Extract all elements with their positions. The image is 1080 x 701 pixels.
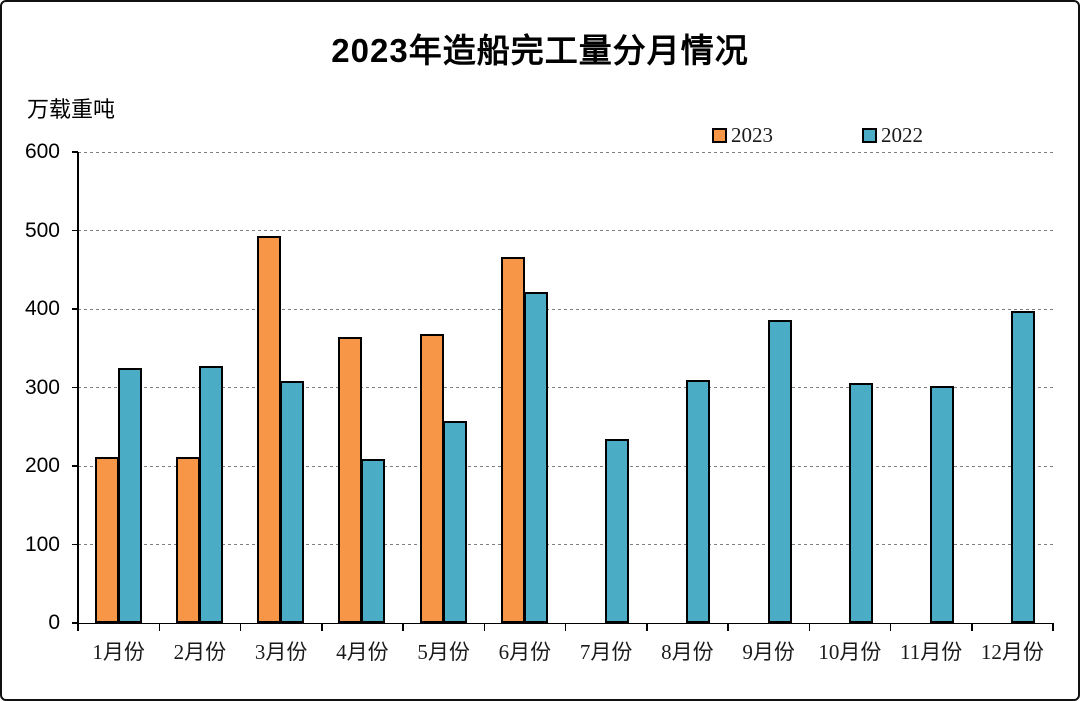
x-label-6月份: 6月份 <box>498 640 552 664</box>
x-axis-tick-7 <box>646 623 648 631</box>
bar-2022-2月份 <box>198 366 223 623</box>
y-tick-label-300: 300 <box>24 375 60 399</box>
bar-2023-6月份 <box>500 257 525 623</box>
x-axis-tick-6 <box>564 623 567 631</box>
bar-2022-6月份 <box>523 291 548 623</box>
y-axis-tick-400 <box>72 308 78 310</box>
bar-2022-7月份 <box>605 439 630 623</box>
legend-swatch-2022-icon <box>862 127 877 143</box>
gridline-100 <box>78 544 1053 545</box>
bar-2022-9月份 <box>767 319 792 623</box>
bar-2023-4月份 <box>338 337 363 623</box>
y-axis-unit-label: 万载重吨 <box>27 97 116 122</box>
x-label-8月份: 8月份 <box>661 640 714 664</box>
bar-2022-1月份 <box>117 367 142 623</box>
x-axis-tick-1 <box>158 623 160 631</box>
legend-label-2022: 2022 <box>881 122 923 147</box>
y-tick-label-500: 500 <box>24 218 60 242</box>
x-axis-tick-8 <box>727 623 729 631</box>
y-axis-line <box>77 152 79 623</box>
y-tick-label-600: 600 <box>24 140 60 163</box>
bar-2023-2月份 <box>175 457 200 623</box>
bar-2023-3月份 <box>257 235 282 623</box>
y-axis-tick-200 <box>72 465 78 467</box>
y-axis-tick-600 <box>72 151 78 153</box>
gridline-300 <box>78 387 1053 388</box>
x-label-3月份: 3月份 <box>254 640 308 664</box>
bar-2023-1月份 <box>94 457 119 623</box>
y-axis-tick-300 <box>72 386 78 389</box>
y-axis-tick-100 <box>72 543 78 546</box>
legend-item-2022: 2022 <box>862 122 923 147</box>
y-tick-label-400: 400 <box>24 297 60 320</box>
bar-2022-8月份 <box>686 380 711 623</box>
bar-2022-11月份 <box>930 385 955 623</box>
x-axis-tick-2 <box>239 623 242 631</box>
bar-2022-3月份 <box>280 381 305 623</box>
legend-swatch-2023-icon <box>712 127 727 143</box>
y-tick-label-100: 100 <box>24 532 60 556</box>
x-label-4月份: 4月份 <box>336 640 389 664</box>
x-label-7月份: 7月份 <box>579 640 633 664</box>
x-axis-tick-0 <box>77 623 79 631</box>
x-axis-tick-11 <box>971 623 973 631</box>
gridline-400 <box>78 308 1053 310</box>
gridline-500 <box>78 230 1053 231</box>
chart-title: 2023年造船完工量分月情况 <box>331 32 749 69</box>
x-label-12月份: 12月份 <box>980 640 1044 664</box>
y-axis-tick-0 <box>72 622 78 624</box>
bar-2022-12月份 <box>1011 311 1036 623</box>
x-axis-tick-4 <box>402 623 404 631</box>
bar-2023-5月份 <box>419 334 444 623</box>
gridline-200 <box>78 465 1053 467</box>
x-axis-tick-3 <box>321 623 323 631</box>
bar-2022-10月份 <box>848 382 873 623</box>
x-label-10月份: 10月份 <box>818 640 882 664</box>
legend-item-2023: 2023 <box>712 122 773 147</box>
x-label-5月份: 5月份 <box>417 640 470 664</box>
y-tick-label-200: 200 <box>24 454 60 477</box>
y-axis-tick-500 <box>72 229 78 232</box>
x-label-9月份: 9月份 <box>742 640 795 664</box>
x-axis-tick-10 <box>889 623 892 631</box>
bar-2022-4月份 <box>361 458 386 623</box>
x-label-11月份: 11月份 <box>900 640 963 664</box>
x-label-2月份: 2月份 <box>173 640 227 664</box>
x-axis-tick-9 <box>808 623 810 631</box>
x-axis-tick-12 <box>1052 623 1054 631</box>
bar-2022-5月份 <box>442 421 467 623</box>
y-tick-label-0: 0 <box>48 611 60 634</box>
x-label-1月份: 1月份 <box>92 640 145 664</box>
legend-label-2023: 2023 <box>731 122 773 147</box>
x-axis-tick-5 <box>483 623 485 631</box>
gridline-600 <box>78 151 1053 153</box>
